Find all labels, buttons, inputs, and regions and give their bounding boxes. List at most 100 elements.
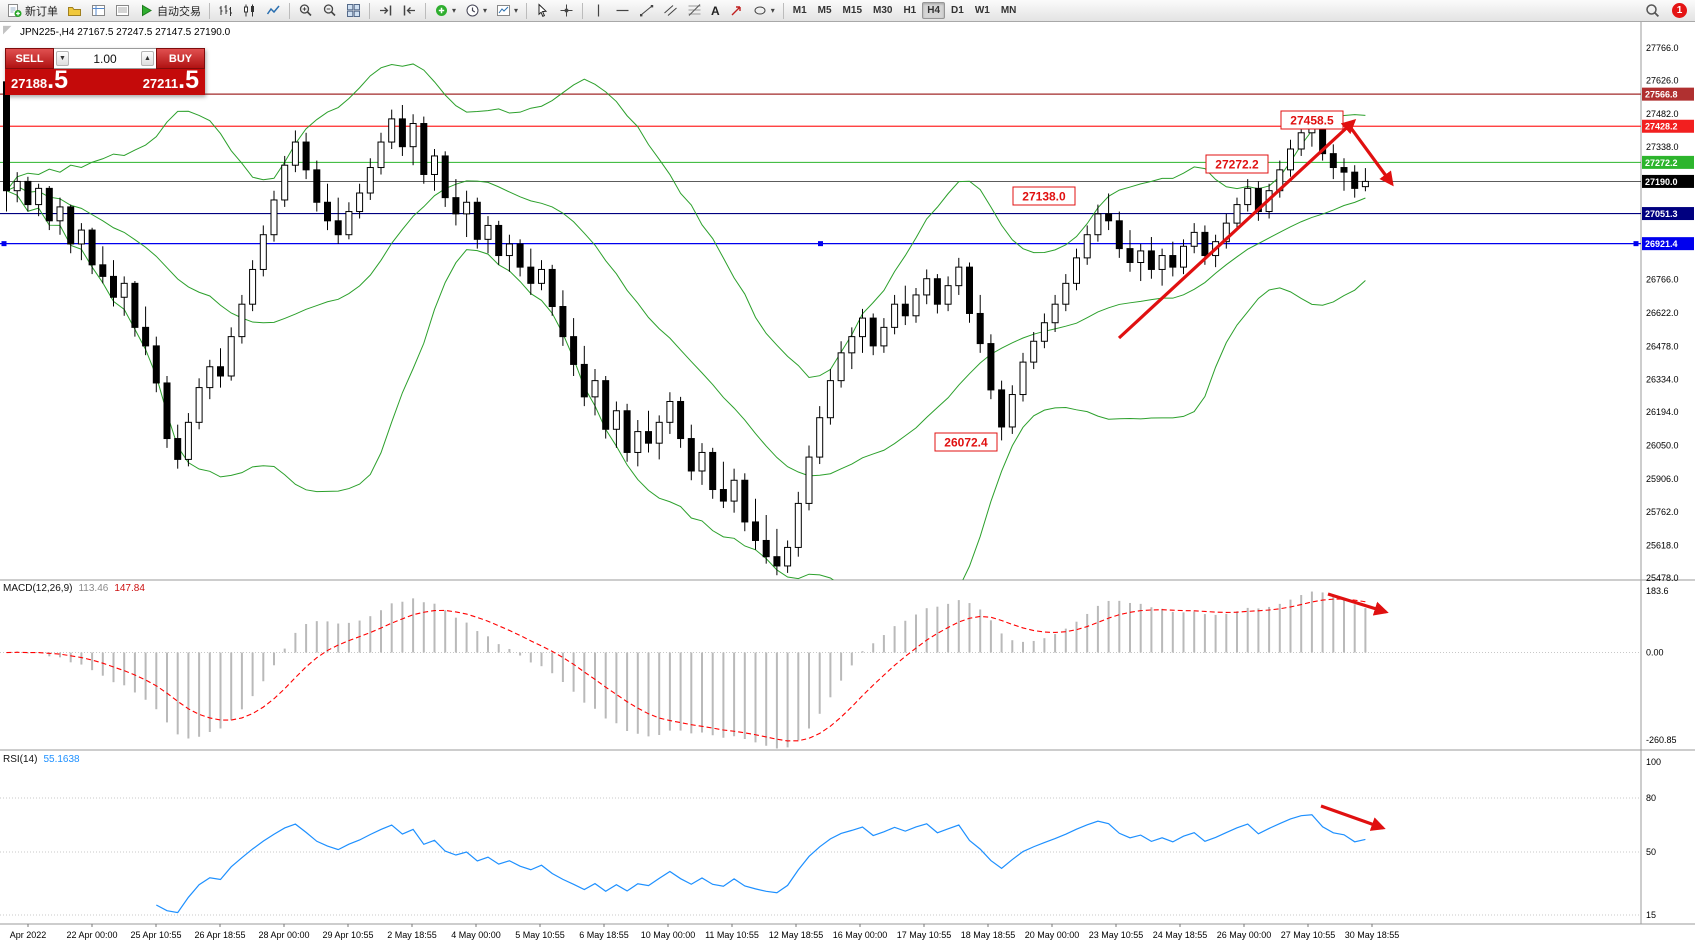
sell-button[interactable]: SELL (5, 48, 54, 69)
chart-shift-icon (380, 5, 392, 16)
svg-text:4 May 00:00: 4 May 00:00 (451, 930, 501, 940)
buy-price[interactable]: 27211.5 (142, 66, 199, 94)
svg-text:12 May 18:55: 12 May 18:55 (769, 930, 824, 940)
timeframe-m30-button[interactable]: M30 (868, 2, 897, 19)
rsi-line (156, 814, 1366, 914)
macd-axis-label: 183.6 (1646, 586, 1669, 596)
trend-arrow[interactable] (1346, 123, 1394, 187)
volume-up-button[interactable]: ▲ (141, 51, 154, 66)
svg-text:27428.2: 27428.2 (1645, 122, 1678, 132)
market-watch-button[interactable] (87, 1, 110, 20)
timeframe-h4-button[interactable]: H4 (922, 2, 946, 19)
macd-histogram (16, 591, 1367, 749)
chart-area[interactable]: 27766.0 27626.0 27482.0 27338.0 26766.0 26622… (0, 22, 1695, 946)
one-click-prices[interactable]: 27188.5 27211.5 (5, 66, 205, 95)
timeframe-m5-button[interactable]: M5 (813, 2, 837, 19)
tile-windows-icon (347, 4, 360, 17)
svg-text:30 May 18:55: 30 May 18:55 (1345, 930, 1400, 940)
chart-frame (0, 22, 1695, 925)
svg-text:25478.0: 25478.0 (1646, 573, 1679, 583)
toolbar-separator (425, 2, 426, 19)
auto-trading-button[interactable]: 自动交易 (135, 1, 205, 20)
toolbar-separator (209, 2, 210, 19)
toolbar-separator (369, 2, 370, 19)
svg-text:27458.5: 27458.5 (1290, 114, 1334, 128)
trend-arrow[interactable] (1327, 592, 1389, 616)
dropdown-caret-icon: ▾ (483, 6, 488, 15)
notifications-badge[interactable]: 1 (1672, 3, 1687, 18)
zoom-out-button[interactable] (318, 1, 341, 20)
profiles-button[interactable] (63, 1, 86, 20)
search-button[interactable] (1641, 1, 1665, 20)
one-click-toggle[interactable]: ◤ (3, 24, 12, 36)
chart-shift-button[interactable] (374, 1, 397, 20)
svg-text:27272.2: 27272.2 (1645, 158, 1678, 168)
channel-icon (664, 5, 677, 16)
tile-windows-button[interactable] (342, 1, 365, 20)
rsi-axis-label: 15 (1646, 910, 1656, 920)
svg-text:26194.0: 26194.0 (1646, 407, 1679, 417)
price-axis-badge (1642, 155, 1694, 169)
auto-trading-label: 自动交易 (157, 5, 201, 18)
svg-text:2 May 18:55: 2 May 18:55 (387, 930, 437, 940)
cursor-button[interactable] (531, 1, 554, 20)
svg-text:29 Apr 10:55: 29 Apr 10:55 (322, 930, 373, 940)
svg-text:26921.4: 26921.4 (1645, 239, 1678, 249)
timeframe-mn-button[interactable]: MN (996, 2, 1022, 19)
new-order-button[interactable]: 新订单 (3, 1, 62, 20)
data-window-button[interactable] (111, 1, 134, 20)
arrows-tool-button[interactable] (725, 1, 748, 20)
trend-arrow[interactable] (1320, 804, 1386, 831)
timeframe-m15-button[interactable]: M15 (838, 2, 867, 19)
trend-arrow[interactable] (1117, 119, 1357, 340)
svg-text:27 May 10:55: 27 May 10:55 (1281, 930, 1336, 940)
price-axis[interactable]: 27766.0 27626.0 27482.0 27338.0 26766.0 26622… (1642, 43, 1694, 583)
text-tool-button[interactable]: A (707, 1, 724, 20)
shapes-tool-button[interactable]: ▾ (749, 1, 779, 20)
macd-main-value: 113.46 (78, 583, 109, 594)
dropdown-caret-icon: ▾ (770, 6, 775, 15)
volume-down-button[interactable]: ▼ (56, 51, 69, 66)
macd-name: MACD(12,26,9) (3, 583, 73, 594)
vertical-line-tool-button[interactable] (587, 1, 610, 20)
periods-button[interactable]: ▾ (461, 1, 491, 20)
svg-text:27766.0: 27766.0 (1646, 43, 1679, 53)
line-selection-handle[interactable] (1, 241, 7, 247)
indicators-plus-icon (436, 5, 447, 16)
channel-tool-button[interactable] (659, 1, 682, 20)
svg-text:27338.0: 27338.0 (1646, 142, 1679, 152)
chart-candles-button[interactable] (238, 1, 261, 20)
timeframe-h1-button[interactable]: H1 (898, 2, 921, 19)
price-annotations[interactable]: 27458.5 27272.2 27138.0 26072.4 (934, 110, 1394, 831)
line-selection-handle[interactable] (1633, 241, 1639, 247)
timeframe-d1-button[interactable]: D1 (946, 2, 969, 19)
line-selection-handle[interactable] (818, 241, 823, 247)
price-axis-badge (1642, 119, 1694, 133)
crosshair-button[interactable] (555, 1, 578, 20)
price-axis-badge (1642, 237, 1694, 251)
svg-text:27190.0: 27190.0 (1645, 177, 1678, 187)
fibonacci-tool-button[interactable] (683, 1, 706, 20)
horizontal-line-tool-button[interactable] (611, 1, 634, 20)
auto-scroll-button[interactable] (398, 1, 421, 20)
timeframe-w1-button[interactable]: W1 (970, 2, 995, 19)
timeframe-m1-button[interactable]: M1 (788, 2, 812, 19)
templates-button[interactable]: ▾ (492, 1, 522, 20)
toolbar-separator (582, 2, 584, 19)
chart-bars-button[interactable] (214, 1, 237, 20)
sell-price[interactable]: 27188.5 (11, 66, 69, 94)
new-order-icon (8, 4, 22, 17)
zoom-out-icon (323, 4, 336, 17)
indicators-button[interactable]: ▾ (430, 1, 460, 20)
chart-line-button[interactable] (262, 1, 285, 20)
trendline-tool-button[interactable] (635, 1, 658, 20)
time-axis[interactable]: Apr 2022 22 Apr 00:00 25 Apr 10:55 26 Apr 1… (10, 924, 1400, 940)
buy-button[interactable]: BUY (156, 48, 205, 69)
zoom-in-button[interactable] (294, 1, 317, 20)
horizontal-price-lines[interactable] (0, 93, 1641, 247)
macd-axis-label: -260.85 (1646, 735, 1677, 745)
volume-input[interactable] (75, 51, 135, 66)
toolbar-separator (526, 2, 528, 19)
line-chart-icon (266, 5, 280, 15)
zoom-in-icon (299, 4, 312, 17)
